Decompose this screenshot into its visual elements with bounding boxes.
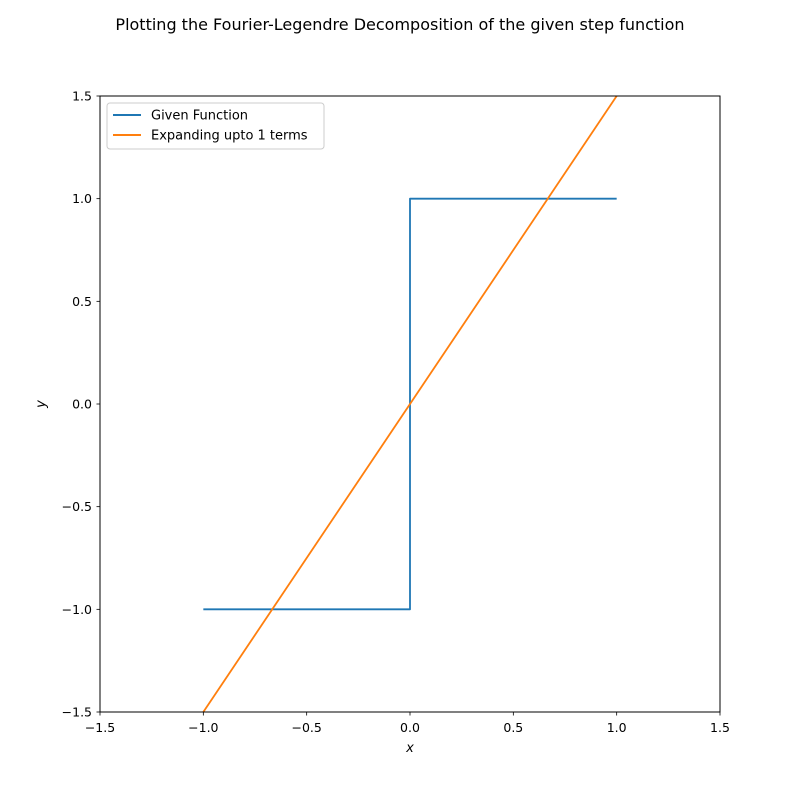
chart-title: Plotting the Fourier-Legendre Decomposit…	[115, 15, 684, 34]
y-tick-label: 0.0	[72, 397, 92, 412]
legend-box	[106, 102, 325, 150]
x-tick-label: −1.5	[85, 720, 115, 735]
y-tick-label: −0.5	[62, 499, 92, 514]
legend-label-given-function: Given Function	[151, 109, 248, 124]
x-tick-label: 0.5	[503, 720, 523, 735]
x-axis: −1.5 −1.0 −0.5 0.0 0.5 1.0 1.5	[85, 712, 730, 735]
legend-label-expansion: Expanding upto 1 terms	[151, 129, 308, 144]
y-axis: −1.5 −1.0 −0.5 0.0 0.5 1.0 1.5	[62, 89, 100, 720]
x-tick-label: −1.0	[188, 720, 218, 735]
y-tick-label: 0.5	[72, 294, 92, 309]
x-tick-label: −0.5	[291, 720, 321, 735]
y-tick-label: 1.0	[72, 191, 92, 206]
x-tick-label: 1.0	[607, 720, 627, 735]
x-tick-label: 1.5	[710, 720, 730, 735]
plot-area	[99, 95, 721, 713]
x-axis-label: x	[405, 741, 414, 756]
y-tick-label: −1.0	[62, 602, 92, 617]
x-tick-label: 0.0	[400, 720, 420, 735]
y-tick-label: 1.5	[72, 89, 92, 104]
series-line-expansion	[202, 96, 618, 712]
y-tick-label: −1.5	[62, 705, 92, 720]
y-axis-label: y	[34, 400, 49, 409]
series-layer	[202, 96, 618, 712]
legend: Given Function Expanding upto 1 terms	[106, 102, 325, 150]
